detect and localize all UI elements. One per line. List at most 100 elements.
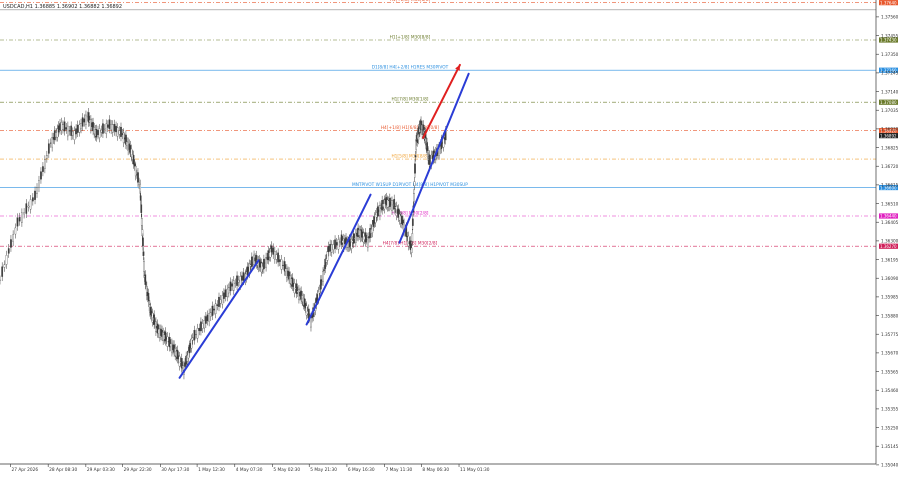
price-tick-label: 1.35145 [881,444,899,449]
candle-body [110,124,112,130]
candle-body [282,264,284,266]
candle-body [339,241,341,243]
candle-body [116,127,119,137]
candle-body [414,163,416,174]
candle-body [168,337,171,348]
level-price-tag [879,37,898,43]
candle-body [40,171,42,180]
symbol-header: USDCAD,H1 1.36885 1.36902 1.36882 1.3689… [3,4,122,10]
candle-body [51,137,53,148]
candle-body [332,244,335,250]
candle-body [25,203,28,214]
price-tick-label: 1.37245 [881,71,899,76]
candle-body [242,272,245,281]
candle-body [208,313,210,322]
candle-body [277,252,279,263]
candle-body [383,199,386,210]
candle-body [329,243,331,252]
candle-body [283,261,286,272]
candle-body [239,276,242,286]
candle-body [56,128,59,138]
time-tick-label: 29 Apr 22:30 [124,467,152,473]
candle-body [134,165,137,177]
candle-body [411,218,414,226]
level-label: H1[+1/8] M30[8/8] [390,35,431,41]
level-price-tag-text: 1.36270 [880,244,897,249]
candle-body [193,330,196,341]
candle-body [141,229,144,237]
trend-lines-layer[interactable] [178,63,470,379]
trend-line[interactable] [178,259,260,379]
candle-body [236,275,238,286]
candle-body [142,251,145,256]
candle-body [81,117,84,127]
candle-body [393,198,396,210]
trend-line[interactable] [305,193,372,326]
candle-body [108,119,111,129]
candle-body [23,212,25,215]
price-tick-label: 1.37350 [881,52,899,57]
candle-body [42,166,44,172]
candle-body [219,299,222,304]
level-label: H1[+2/8] M30[8/8] [390,0,431,3]
price-tick-label: 1.35775 [881,332,899,337]
candle-body [413,193,415,202]
candle-body [270,245,273,253]
candle-body [218,296,220,307]
candle-body [111,124,114,133]
candle-body [209,312,212,317]
price-axis[interactable]: 1.37560 1.37455 1.37350 1.37245 1.37140 1.370… [876,15,899,468]
time-axis[interactable]: 27 Apr 2026 28 Apr 08:30 29 Apr 03:30 29 Ap… [10,464,490,473]
candle-body [125,134,127,145]
candle-body [0,279,1,281]
candle-body [205,316,207,324]
candle-body [46,155,48,159]
price-tick-label: 1.36720 [881,164,899,169]
candle-body [180,358,183,369]
candle-body [231,283,233,287]
time-tick-label: 29 Apr 03:30 [87,467,115,473]
candle-body [213,308,215,311]
candle-body [130,148,133,158]
candle-body [29,199,32,210]
level-price-tag-text: 1.36440 [880,214,897,219]
price-tick-label: 1.36405 [881,220,899,225]
candle-body [65,127,68,130]
candle-body [201,323,204,329]
time-tick-label: 5 May 02:30 [273,467,300,473]
candle-body [374,214,377,223]
candle-body [139,195,142,201]
level-price-tag [879,184,898,191]
candle-body [87,112,90,123]
candle-body [291,277,294,287]
trend-line[interactable] [398,72,470,244]
candle-body [232,280,235,291]
candle-body [334,239,336,249]
projection-arrow[interactable] [422,63,461,139]
candle-body [73,130,76,140]
candle-body [83,118,86,123]
candle-body [113,124,116,132]
candle-body [85,114,87,125]
level-label: MNTPIVOT W1SUP D1PIVOT H4[8/8] H1PIVOT M… [352,182,468,188]
level-price-tag-text: 1.36920 [880,128,897,133]
price-tick-label: 1.36510 [881,201,899,206]
time-tick-label: 6 May 16:30 [348,467,375,473]
level-price-tag [879,213,898,219]
candle-body [340,234,343,245]
candle-body [319,279,322,290]
level-price-tag-text: 1.37640 [880,0,897,5]
candle-body [67,125,69,137]
candle-body [303,298,306,307]
candle-body [133,163,136,167]
level-label: H1[5/8] M30[8/8] [391,154,428,160]
level-price-tag [879,67,898,73]
time-tick-label: 27 Apr 2026 [12,467,39,473]
candle-body [350,239,353,249]
time-tick-label: 30 Apr 17:30 [161,467,189,473]
candle-body [195,334,197,335]
candle-body [318,289,321,294]
candle-body [92,122,94,131]
